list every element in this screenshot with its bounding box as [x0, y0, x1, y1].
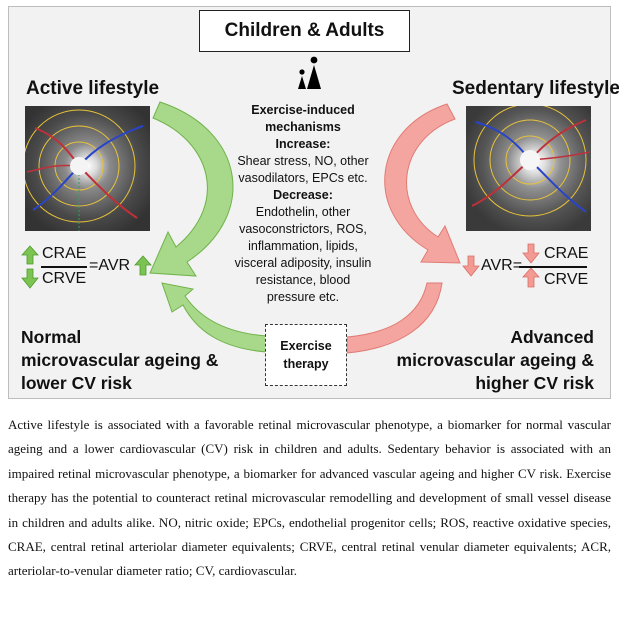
figure-caption: Active lifestyle is associated with a fa… [8, 417, 611, 579]
left-outcome: Normal microvascular ageing & lower CV r… [21, 326, 218, 395]
decrease-line-5: resistance, blood [255, 273, 351, 287]
retina-image-active [25, 106, 150, 231]
mechanisms-text: Exercise-induced mechanisms Increase: Sh… [228, 102, 378, 306]
crae-up-arrow-icon [21, 245, 39, 265]
decrease-line-6: pressure etc. [266, 290, 340, 304]
right-outcome-line-3: higher CV risk [475, 373, 594, 393]
right-ratio-arrows [522, 243, 540, 288]
crae-down-arrow-icon [522, 243, 540, 264]
therapy-line-2: therapy [283, 357, 329, 371]
right-crve-label: CRVE [544, 271, 589, 288]
title-box: Children & Adults [199, 10, 410, 52]
increase-line-2: vasodilators, EPCs etc. [238, 171, 368, 185]
right-crae-label: CRAE [544, 245, 589, 262]
right-outcome-line-1: Advanced [510, 327, 594, 347]
therapy-line-1: Exercise [280, 339, 332, 353]
red-bottom-arrow [346, 282, 443, 354]
exercise-therapy-box: Exercise therapy [265, 324, 347, 386]
red-top-arrow [384, 103, 461, 264]
left-fraction-line [41, 266, 87, 268]
retina-image-sedentary [466, 106, 591, 231]
avr-up-arrow-icon [134, 255, 152, 276]
left-crae-label: CRAE [42, 245, 87, 262]
left-avr-label: =AVR [89, 257, 131, 274]
crve-up-arrow-icon [522, 267, 540, 288]
decrease-line-1: Endothelin, other [255, 205, 351, 219]
left-outcome-line-2: microvascular ageing & [21, 350, 219, 370]
increase-label: Increase: [275, 137, 331, 151]
avr-down-arrow-icon [462, 255, 480, 277]
crve-down-arrow-icon [21, 268, 39, 289]
right-outcome: Advanced microvascular ageing & higher C… [397, 326, 594, 395]
right-avr-label: AVR= [481, 257, 523, 274]
people-icon [298, 56, 321, 89]
decrease-line-4: visceral adiposity, insulin [234, 256, 372, 270]
green-bottom-arrow [161, 282, 268, 353]
left-ratio-arrows [21, 245, 39, 289]
right-outcome-line-2: microvascular ageing & [396, 350, 594, 370]
decrease-line-2: vasoconstrictors, ROS, [239, 222, 367, 236]
left-outcome-line-3: lower CV risk [21, 373, 132, 393]
left-crve-label: CRVE [42, 270, 87, 287]
sedentary-lifestyle-heading: Sedentary lifestyle [452, 78, 619, 99]
right-fraction-line [519, 266, 587, 268]
left-outcome-line-1: Normal [21, 327, 82, 347]
green-top-arrow [149, 101, 234, 277]
increase-line-1: Shear stress, NO, other [237, 154, 369, 168]
mechanisms-heading-line-1: Exercise-induced [251, 103, 355, 117]
active-lifestyle-heading: Active lifestyle [26, 78, 160, 99]
mechanisms-heading-line-2: mechanisms [265, 120, 341, 134]
decrease-label: Decrease: [273, 188, 333, 202]
decrease-line-3: inflammation, lipids, [248, 239, 358, 253]
